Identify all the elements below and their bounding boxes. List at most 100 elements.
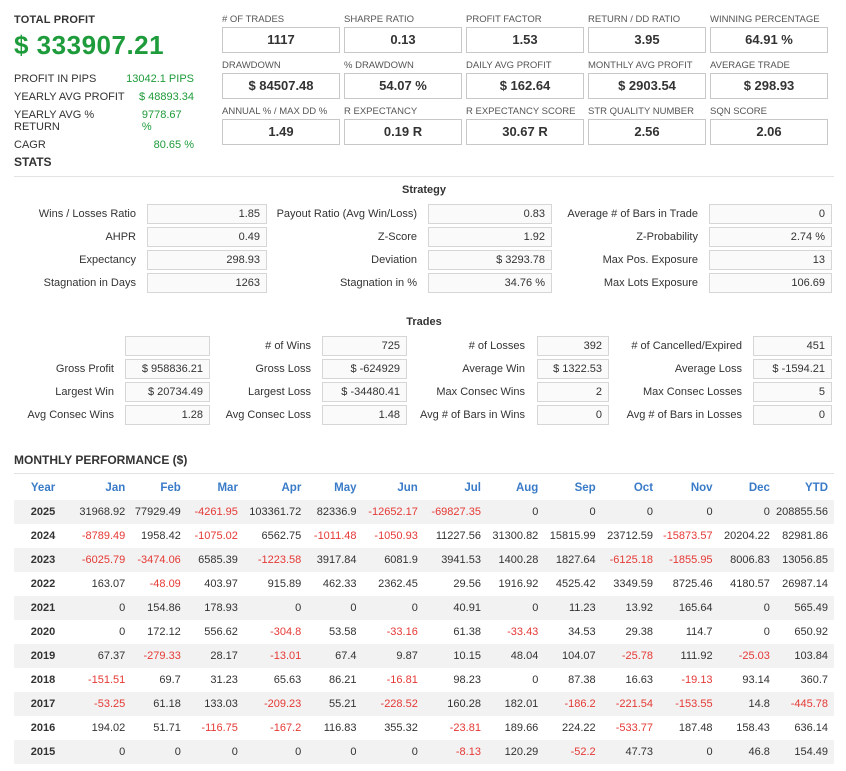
stat-value: $ 3293.78 [428,250,552,270]
metric-label: DRAWDOWN [222,60,281,71]
stats-divider [14,176,834,177]
table-row: 2018 -151.51 69.7 31.23 65.63 86.21 -16.81 98.2… [14,668,834,692]
month-value-cell: 0 [186,740,244,764]
metric-profit-factor: PROFIT FACTOR 1.53 [466,14,584,53]
month-value-cell: 13.92 [601,596,660,620]
metric-value: 0.19 R [344,119,462,145]
stat-label: Stagnation in Days [43,277,136,289]
month-value-cell: 116.83 [323,722,357,734]
stat-value: 0.83 [428,204,552,224]
stat-value: 13 [709,250,832,270]
year-cell: 2017 [14,692,73,716]
month-value-cell: -25.78 [601,644,660,668]
stats-title: STATS [14,155,52,169]
trade-value: 5 [753,382,832,402]
month-value-cell: -33.16 [386,626,418,638]
column-header-year: Year [14,476,73,500]
month-value-cell: -19.13 [681,674,713,686]
month-value-cell: 0 [119,626,126,638]
summary-row-value: 80.65 % [153,139,194,151]
stat-label: Wins / Losses Ratio [38,208,136,220]
stat-label: Stagnation in % [339,277,417,289]
month-value-cell: 636.14 [794,722,828,734]
stat-value: 1.85 [147,204,267,224]
summary-row-label: YEARLY AVG % RETURN [14,109,95,133]
stat-label: Z-Score [377,231,417,243]
total-profit-label: TOTAL PROFIT [14,14,96,26]
month-value-cell: 11.23 [544,596,602,620]
table-row: 2017 -53.25 61.18 133.03 -209.23 55.21 -228.52… [14,692,834,716]
metric-win-pct: WINNING PERCENTAGE 64.91 % [710,14,828,53]
month-value-cell: 55.21 [307,692,363,716]
year-cell: 2018 [30,674,56,686]
table-row: 2021 0 154.86 178.93 0 0 0 40.91 0 11.23 13.92 165.… [14,596,834,620]
month-value-cell: -221.54 [601,692,660,716]
stat-value: 106.69 [709,273,832,293]
month-value-cell: 6562.75 [261,530,302,542]
month-value-cell: 82336.9 [307,500,363,524]
month-value-cell: 15815.99 [549,530,596,542]
stat-label: Max Pos. Exposure [602,254,698,266]
month-value-cell: -1855.95 [659,548,719,572]
month-value-cell: 3941.53 [423,548,487,572]
trade-value [125,336,210,356]
month-value-cell: 120.29 [486,740,545,764]
month-value-cell: 53.58 [328,626,357,638]
month-value-cell: -1075.02 [194,530,238,542]
month-value-cell: 403.97 [204,578,238,590]
month-value-cell: 67.37 [72,644,132,668]
month-value-cell: -1011.48 [313,530,357,542]
trade-value: $ -34480.41 [322,382,407,402]
month-value-cell: 0 [362,740,424,764]
year-cell: 2023 [14,548,73,572]
stat-label: Deviation [371,254,417,266]
month-value-cell: -16.81 [386,674,418,686]
month-value-cell: 0 [718,500,776,524]
metric-label: WINNING PERCENTAGE [710,14,820,25]
stat-value: 2.74 % [709,227,832,247]
stat-value: 0 [709,204,832,224]
month-value-cell: 103.84 [775,644,834,668]
month-value-cell: 86.21 [328,674,357,686]
month-value-cell: -53.25 [72,692,132,716]
stat-label: Expectancy [79,254,136,266]
month-value-cell: 6081.9 [362,548,424,572]
trade-value: 451 [753,336,832,356]
month-value-cell: 0 [131,740,187,764]
trade-value: 0 [537,405,609,425]
trade-label: Gross Profit [55,363,114,375]
trade-label: Avg # of Bars in Losses [626,409,742,421]
metric-value: $ 298.93 [710,73,828,99]
month-value-cell: 3349.59 [613,578,654,590]
month-value-cell: 355.32 [384,722,418,734]
trade-value: $ 20734.49 [125,382,210,402]
stat-value: 0.49 [147,227,267,247]
month-value-cell: 224.22 [562,722,596,734]
metric-label: SQN SCORE [710,106,768,117]
summary-row-value: 13042.1 PIPS [126,73,194,85]
table-row: 2022 163.07 -48.09 403.97 915.89 462.33 2362.4… [14,572,834,596]
stat-label: Z-Probability [636,231,698,243]
month-value-cell: -8.13 [423,740,487,764]
month-value-cell: -13.01 [243,644,308,668]
month-value-cell: 0 [72,596,132,620]
strategy-heading: Strategy [401,184,447,196]
month-value-cell: 0 [718,596,776,620]
table-row: 2025 31968.92 77929.49 -4261.95 103361.72 823… [14,500,834,524]
summary-row-label: YEARLY AVG PROFIT [14,91,125,103]
month-value-cell: -48.09 [149,578,181,590]
metric-monthly-avg: MONTHLY AVG PROFIT $ 2903.54 [588,60,706,99]
month-value-cell: 0 [307,596,363,620]
month-value-cell: -6125.18 [601,548,660,572]
metric-str-quality: STR QUALITY NUMBER 2.56 [588,106,706,145]
trade-value: $ -1594.21 [753,359,832,379]
month-value-cell: -12652.17 [362,500,424,524]
month-value-cell: -445.78 [775,692,834,716]
month-value-cell: 4180.57 [730,578,770,590]
column-header-aug: Aug [486,476,545,500]
month-value-cell: 31300.82 [492,530,539,542]
summary-row-label: CAGR [14,139,46,151]
metric-value: $ 2903.54 [588,73,706,99]
year-cell: 2019 [14,644,73,668]
year-cell: 2020 [30,626,56,638]
